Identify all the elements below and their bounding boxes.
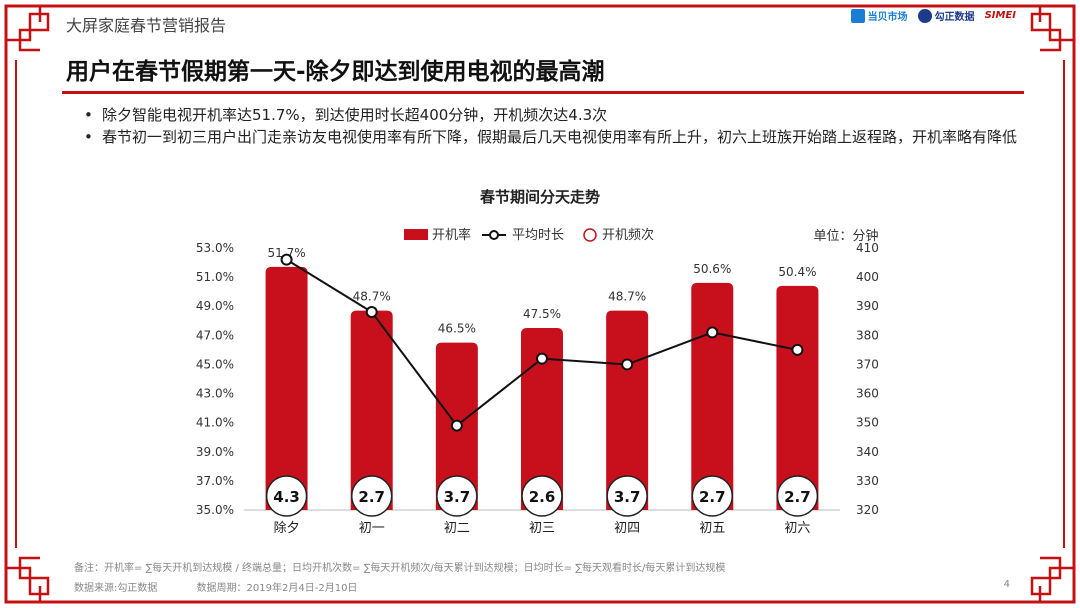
slide-title: 用户在春节假期第一天-除夕即达到使用电视的最高潮 <box>66 59 605 85</box>
gozen-logo-text: 勾正数据 <box>934 12 975 23</box>
title-divider <box>62 91 1024 94</box>
data-source: 数据来源:勾正数据 <box>74 583 158 594</box>
dangbei-logo-icon <box>850 8 865 23</box>
logo-group: 当贝市场 勾正数据 SIMEI <box>850 8 1016 23</box>
gozen-logo-icon <box>917 8 932 23</box>
dangbei-logo-text: 当贝市场 <box>867 12 908 23</box>
bullet-item: 除夕智能电视开机率达51.7%，到达使用时长超400分钟，开机频次达4.3次 <box>84 104 1024 126</box>
chart-title: 春节期间分天走势 <box>479 188 600 206</box>
report-title: 大屏家庭春节营销报告 <box>66 16 227 35</box>
simei-logo: SIMEI <box>985 10 1016 21</box>
dangbei-logo: 当贝市场 <box>850 8 908 23</box>
bullet-item: 春节初一到初三用户出门走亲访友电视使用率有所下降，假期最后几天电视使用率有所上升… <box>84 126 1024 148</box>
page-number: 4 <box>1003 579 1010 590</box>
footnote: 备注：开机率= ∑每天开机到达规模 / 终端总量；日均开机次数= ∑每天开机频次… <box>74 563 726 574</box>
data-period: 数据周期：2019年2月4日-2月10日 <box>196 583 358 594</box>
gozen-logo: 勾正数据 <box>917 8 975 23</box>
simei-logo-text: SIMEI <box>984 10 1016 21</box>
source-line: 数据来源:勾正数据 数据周期：2019年2月4日-2月10日 <box>74 579 393 594</box>
bullet-list: 除夕智能电视开机率达51.7%，到达使用时长超400分钟，开机频次达4.3次 春… <box>84 104 1024 148</box>
